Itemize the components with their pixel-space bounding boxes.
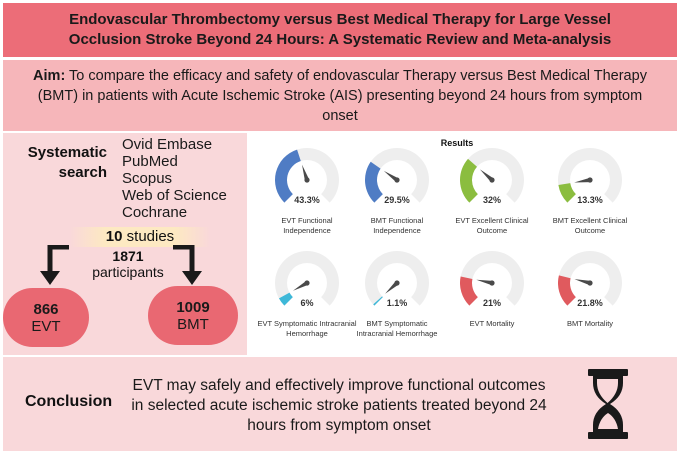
gauge-value: 32% <box>482 195 501 205</box>
arrow-down-left-icon <box>40 245 69 285</box>
gauge-hub <box>394 177 400 183</box>
gauge-needle <box>574 279 591 286</box>
evt-label: EVT <box>31 317 61 335</box>
gauge-label: BMT Symptomatic Intracranial Hemorrhage <box>356 319 438 338</box>
gauge-fill <box>365 161 383 203</box>
gauge-card: 1.1% BMT Symptomatic Intracranial Hemorrh… <box>347 251 447 355</box>
database-list: Ovid Embase PubMed Scopus Web of Science… <box>122 136 227 221</box>
gauge-track <box>460 251 524 306</box>
methods-panel: Systematic search Ovid Embase PubMed Sco… <box>3 133 247 355</box>
participants-word: participants <box>92 264 164 280</box>
gauge-needle <box>292 281 309 291</box>
gauge-hub <box>304 280 310 286</box>
gauge-fill <box>558 275 576 306</box>
gauge-dial <box>460 251 524 306</box>
page-title: Endovascular Thrombectomy versus Best Me… <box>68 11 612 48</box>
gauge-label: EVT Excellent Clinical Outcome <box>455 216 529 235</box>
gauge-track <box>275 251 339 306</box>
gauge-fill <box>278 292 293 306</box>
studies-count: 10 studies <box>70 227 210 247</box>
gauge-fill <box>460 158 478 203</box>
database-item: Scopus <box>122 170 173 187</box>
gauge-track <box>365 148 429 203</box>
gauge-needle <box>302 164 310 181</box>
gauge-hub <box>489 280 495 286</box>
gauge-dial <box>558 148 622 203</box>
title-banner: Endovascular Thrombectomy versus Best Me… <box>3 3 677 57</box>
gauge-label: BMT Functional Independence <box>370 216 424 235</box>
studies-number: 10 <box>105 228 123 245</box>
database-item: PubMed <box>122 153 178 170</box>
systematic-search-label: Systematic search <box>27 144 107 181</box>
gauge-card: 21% EVT Mortality <box>442 251 542 355</box>
results-panel: Results 43.3% EVT Functional Independence… <box>257 133 677 355</box>
gauge-card: 21.8% BMT Mortality <box>540 251 640 355</box>
gauge-hub <box>304 177 310 183</box>
gauge-fill <box>373 296 383 306</box>
conclusion-label: Conclusion <box>25 393 113 410</box>
gauge-value: 21.8% <box>577 298 603 308</box>
gauge-card: 13.3% BMT Excellent Clinical Outcome <box>540 148 640 252</box>
evt-count: 866 <box>33 300 59 318</box>
conclusion-banner: Conclusion EVT may safely and effectivel… <box>3 357 677 451</box>
bmt-count: 1009 <box>176 298 210 316</box>
database-item: Cochrane <box>122 204 188 221</box>
gauge-label: EVT Symptomatic Intracranial Hemorrhage <box>257 319 357 338</box>
gauge-fill <box>460 276 478 306</box>
conclusion-text: EVT may safely and effectively improve f… <box>131 377 547 434</box>
gauge-track <box>558 251 622 306</box>
gauge-needle <box>574 177 591 183</box>
gauge-hub <box>587 177 593 183</box>
gauge-track <box>460 148 524 203</box>
studies-word: studies <box>126 228 175 245</box>
gauge-card: 29.5% BMT Functional Independence <box>347 148 447 252</box>
participants-number: 1871 <box>112 248 144 264</box>
aim-text: Aim: To compare the efficacy and safety … <box>31 66 649 126</box>
arrow-down-right-icon <box>173 245 202 285</box>
gauge-dial <box>558 251 622 306</box>
database-item: Web of Science <box>122 187 227 204</box>
gauge-value: 21% <box>482 298 501 308</box>
gauge-dial <box>275 148 339 203</box>
gauge-label: BMT Excellent Clinical Outcome <box>552 216 628 235</box>
bmt-group-badge: 1009 BMT <box>148 286 238 345</box>
gauge-label: EVT Mortality <box>469 319 515 328</box>
database-item: Ovid Embase <box>122 136 213 153</box>
gauge-dial <box>365 148 429 203</box>
gauge-card: 32% EVT Excellent Clinical Outcome <box>442 148 542 252</box>
evt-group-badge: 866 EVT <box>3 288 89 347</box>
gauge-needle <box>476 279 493 286</box>
gauge-track <box>558 148 622 203</box>
gauge-hub <box>587 280 593 286</box>
gauge-value: 1.1% <box>386 298 408 308</box>
aim-banner: Aim: To compare the efficacy and safety … <box>3 60 677 131</box>
gauge-value: 13.3% <box>577 195 603 205</box>
gauge-card: 43.3% EVT Functional Independence <box>257 148 357 252</box>
gauge-dial <box>275 251 339 306</box>
gauge-track <box>365 251 429 306</box>
gauge-label: EVT Functional Independence <box>281 216 333 235</box>
gauge-dial <box>365 251 429 306</box>
participants-count: 1871 participants <box>53 248 203 280</box>
gauge-value: 6% <box>300 298 314 308</box>
results-title: Results <box>440 138 474 148</box>
gauge-card: 6% EVT Symptomatic Intracranial Hemorrhag… <box>257 251 357 355</box>
aim-label: Aim: <box>33 67 66 84</box>
gauge-hub <box>394 280 400 286</box>
hourglass-icon <box>588 369 628 439</box>
gauge-label: BMT Mortality <box>566 319 614 328</box>
gauge-dial <box>460 148 524 203</box>
gauge-hub <box>489 177 495 183</box>
gauge-value: 43.3% <box>294 195 320 205</box>
gauge-value: 29.5% <box>384 195 410 205</box>
aim-description: To compare the efficacy and safety of en… <box>37 67 647 124</box>
gauge-fill <box>558 183 576 203</box>
gauge-fill <box>275 149 301 203</box>
bmt-label: BMT <box>177 315 209 333</box>
